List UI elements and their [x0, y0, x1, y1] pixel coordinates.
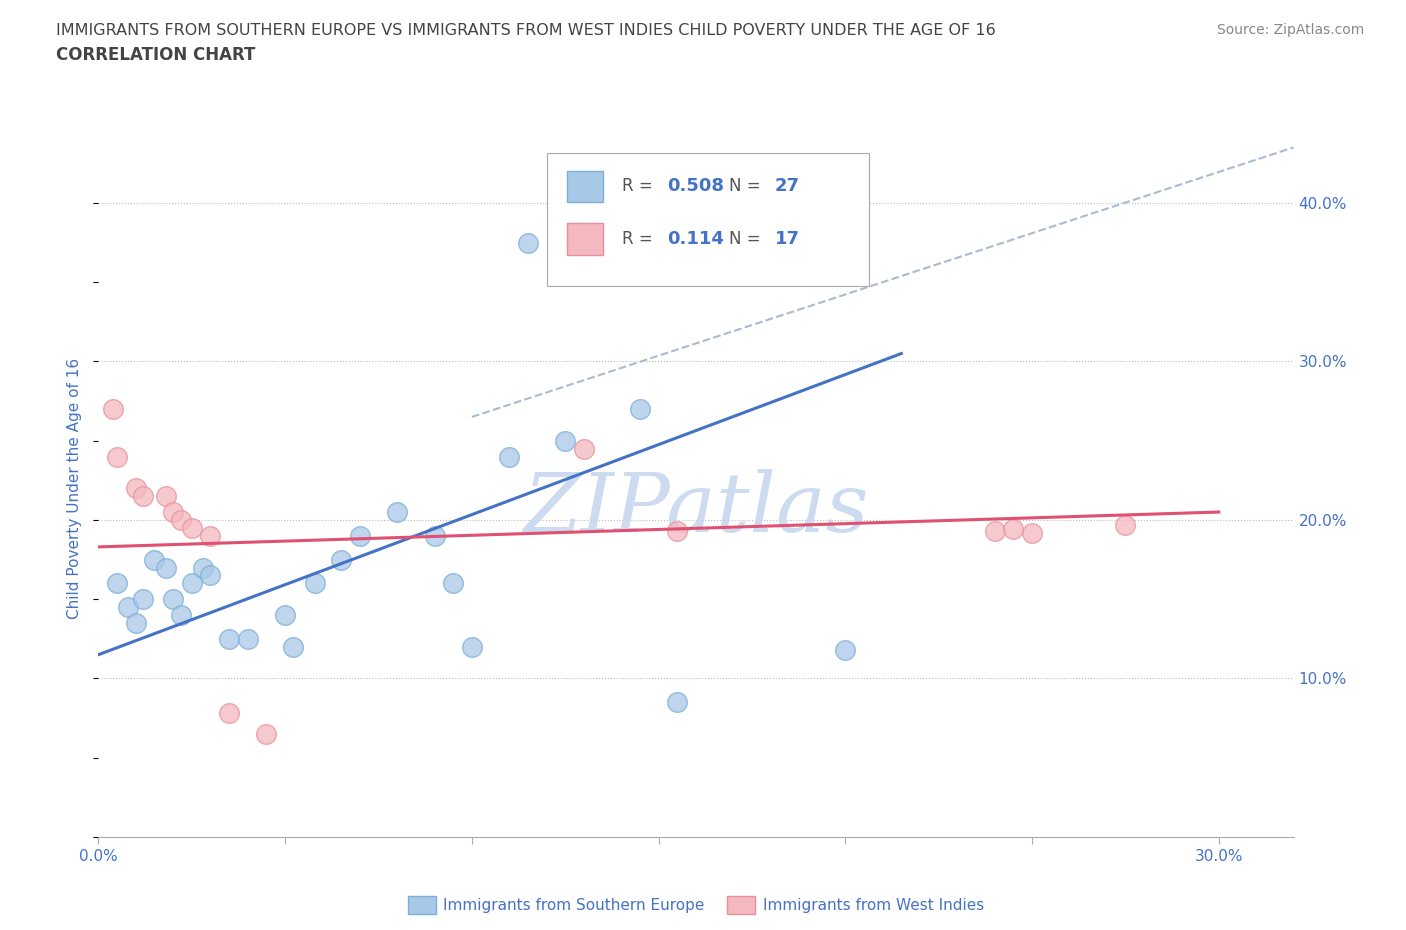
Point: [117, 600, 139, 615]
Point: [628, 402, 651, 417]
Legend: Immigrants from Southern Europe, Immigrants from West Indies: Immigrants from Southern Europe, Immigra…: [402, 890, 990, 920]
Point: [572, 235, 595, 250]
Point: [516, 235, 538, 250]
Point: [1002, 522, 1025, 537]
Point: [218, 631, 240, 646]
Point: [461, 639, 484, 654]
Point: [162, 505, 184, 520]
Point: [385, 505, 409, 520]
Point: [236, 631, 259, 646]
Point: [162, 591, 184, 606]
Point: [125, 616, 148, 631]
Point: [191, 560, 214, 575]
Text: 0.508: 0.508: [668, 178, 724, 195]
Text: Source: ZipAtlas.com: Source: ZipAtlas.com: [1216, 23, 1364, 37]
Point: [423, 528, 446, 543]
Point: [666, 524, 689, 538]
Text: R =: R =: [621, 231, 658, 248]
Text: N =: N =: [730, 231, 766, 248]
Point: [180, 576, 202, 591]
Point: [200, 568, 222, 583]
Point: [200, 528, 222, 543]
Point: [155, 560, 177, 575]
Point: [132, 489, 155, 504]
Point: [441, 576, 464, 591]
FancyBboxPatch shape: [567, 171, 603, 203]
Point: [180, 521, 202, 536]
Point: [218, 706, 240, 721]
Point: [256, 726, 278, 741]
Text: R =: R =: [621, 178, 658, 195]
Text: CORRELATION CHART: CORRELATION CHART: [56, 46, 256, 64]
Point: [304, 576, 326, 591]
Text: 0.114: 0.114: [668, 231, 724, 248]
Point: [105, 449, 128, 464]
Point: [1114, 517, 1136, 532]
Point: [274, 607, 297, 622]
Point: [105, 576, 128, 591]
Point: [169, 512, 191, 527]
Text: 27: 27: [775, 178, 800, 195]
Point: [103, 402, 125, 417]
Point: [132, 591, 155, 606]
Point: [983, 524, 1005, 538]
Point: [498, 449, 520, 464]
Text: IMMIGRANTS FROM SOUTHERN EUROPE VS IMMIGRANTS FROM WEST INDIES CHILD POVERTY UND: IMMIGRANTS FROM SOUTHERN EUROPE VS IMMIG…: [56, 23, 995, 38]
Point: [554, 433, 576, 448]
FancyBboxPatch shape: [547, 153, 869, 286]
Point: [572, 441, 595, 456]
Point: [349, 528, 371, 543]
Point: [143, 552, 166, 567]
Point: [330, 552, 353, 567]
Text: ZIPatlas: ZIPatlas: [523, 469, 869, 550]
FancyBboxPatch shape: [567, 223, 603, 255]
Point: [155, 489, 177, 504]
Point: [281, 639, 304, 654]
Y-axis label: Child Poverty Under the Age of 16: Child Poverty Under the Age of 16: [67, 358, 83, 618]
Point: [834, 643, 856, 658]
Text: N =: N =: [730, 178, 766, 195]
Point: [125, 481, 148, 496]
Point: [666, 695, 689, 710]
Point: [169, 607, 191, 622]
Text: 17: 17: [775, 231, 800, 248]
Point: [1021, 525, 1043, 540]
